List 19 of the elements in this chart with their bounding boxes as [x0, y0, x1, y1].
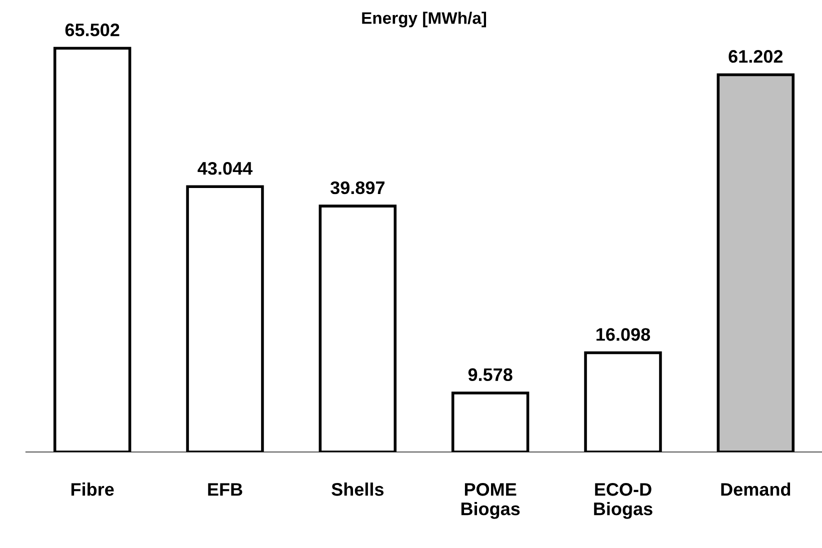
bar — [584, 351, 662, 452]
x-tick-label: POME Biogas — [461, 483, 520, 519]
data-label: 9.578 — [468, 368, 512, 382]
x-tick-label: Fibre — [71, 482, 114, 496]
data-label: 16.098 — [596, 328, 650, 341]
data-label: 65.502 — [65, 24, 120, 36]
chart-title: Energy [MWh/a] — [362, 12, 486, 28]
bar — [186, 185, 264, 452]
x-tick-label: ECO-D Biogas — [594, 483, 652, 519]
x-tick-label: Demand — [721, 482, 790, 496]
data-label: 43.044 — [198, 162, 253, 175]
data-label: 39.897 — [330, 181, 384, 194]
x-tick-label: EFB — [208, 483, 242, 496]
bar — [716, 73, 795, 452]
bar — [318, 204, 397, 452]
data-label: 61.202 — [728, 50, 783, 63]
bar — [451, 392, 530, 452]
x-tick-label: Shells — [332, 482, 384, 496]
bar — [53, 46, 132, 452]
